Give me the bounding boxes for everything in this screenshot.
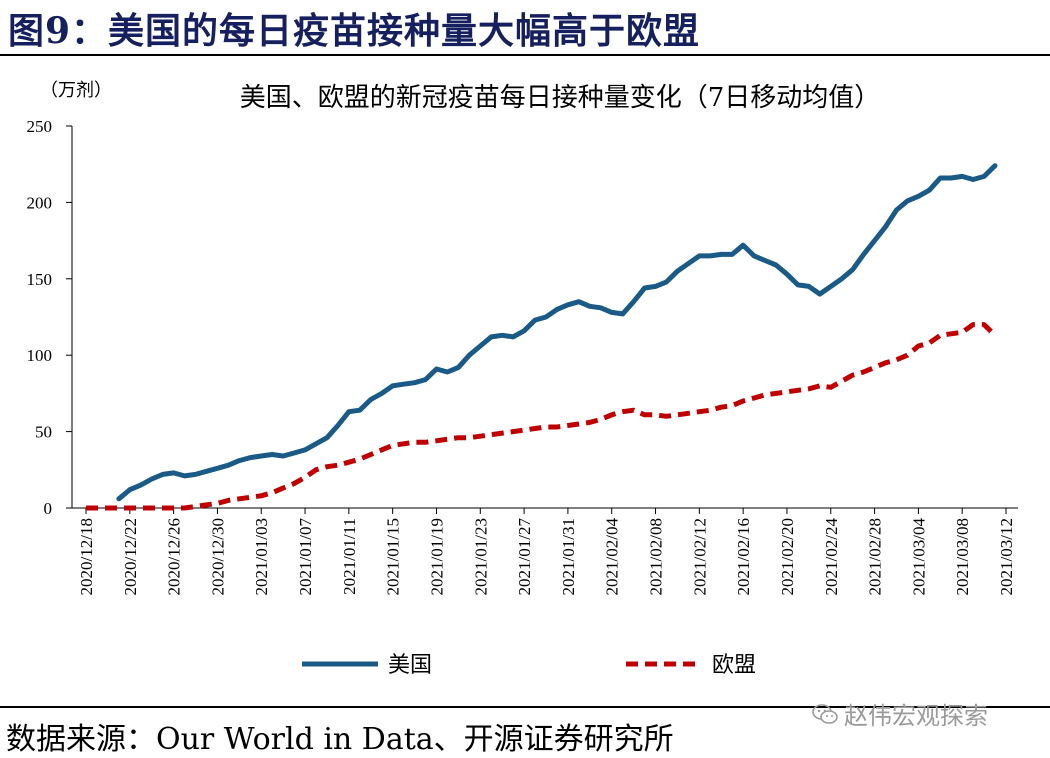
x-tick-label-2021/01/31: 2021/01/31 [559,518,578,595]
x-tick-label-2021/01/07: 2021/01/07 [296,518,315,596]
series-line-0 [116,163,998,502]
x-tick-label-2021/01/15: 2021/01/15 [384,518,403,595]
x-tick-label-2021/02/28: 2021/02/28 [866,518,885,595]
x-tick-label-2021/02/12: 2021/02/12 [690,518,709,595]
x-tick-label-2021/02/20: 2021/02/20 [778,518,797,595]
chart-title: 美国、欧盟的新冠疫苗每日接种量变化（7日移动均值） [240,83,881,113]
legend-label-1: 欧盟 [712,653,756,678]
legend: 美国 欧盟 [302,653,756,678]
axes: 0 50 100 150 200 250 2020/12/18 2020/12/22 2020/… [27,117,1018,596]
x-tick-label-2020/12/18: 2020/12/18 [77,518,96,595]
bottom-rule [0,706,1050,708]
series-layer [86,163,998,511]
x-tick-label-2020/12/22: 2020/12/22 [121,518,140,595]
y-tick-label-150: 150 [27,270,53,289]
x-tick-label-2021/03/08: 2021/03/08 [953,518,972,595]
x-tick-label-2020/12/30: 2020/12/30 [208,518,227,595]
source-note: 数据来源：Our World in Data、开源证券研究所 [6,722,674,757]
y-axis-unit-label: （万剂） [40,80,112,101]
x-tick-label-2021/01/03: 2021/01/03 [252,518,271,595]
x-tick-label-2021/01/19: 2021/01/19 [427,518,446,595]
x-tick-label-2021/03/12: 2021/03/12 [997,518,1016,595]
wechat-icon [812,703,838,724]
x-tick-label-2021/02/24: 2021/02/24 [822,518,841,596]
figure-title: 图9：美国的每日疫苗接种量大幅高于欧盟 [8,10,701,52]
watermark: 赵伟宏观探索 [812,696,988,731]
x-tick-label-2021/02/04: 2021/02/04 [603,518,622,596]
x-tick-label-2020/12/26: 2020/12/26 [165,518,184,595]
y-tick-label-100: 100 [27,346,53,365]
top-rule [0,54,1050,56]
line-chart: （万剂） 美国、欧盟的新冠疫苗每日接种量变化（7日移动均值） 0 50 100 150… [27,80,1018,678]
legend-label-0: 美国 [388,653,432,678]
x-tick-label-2021/01/23: 2021/01/23 [471,518,490,595]
x-tick-label-2021/01/11: 2021/01/11 [340,518,359,595]
watermark-text: 赵伟宏观探索 [844,702,988,730]
x-tick-label-2021/02/08: 2021/02/08 [647,518,666,595]
x-tick-label-2021/02/16: 2021/02/16 [734,518,753,595]
y-tick-label-0: 0 [44,499,53,518]
x-tick-label-2021/03/04: 2021/03/04 [909,518,928,596]
y-tick-label-250: 250 [27,117,53,136]
y-tick-label-200: 200 [27,193,53,212]
series-line-1 [86,322,997,511]
y-tick-label-50: 50 [35,423,52,442]
x-tick-label-2021/01/27: 2021/01/27 [515,518,534,596]
